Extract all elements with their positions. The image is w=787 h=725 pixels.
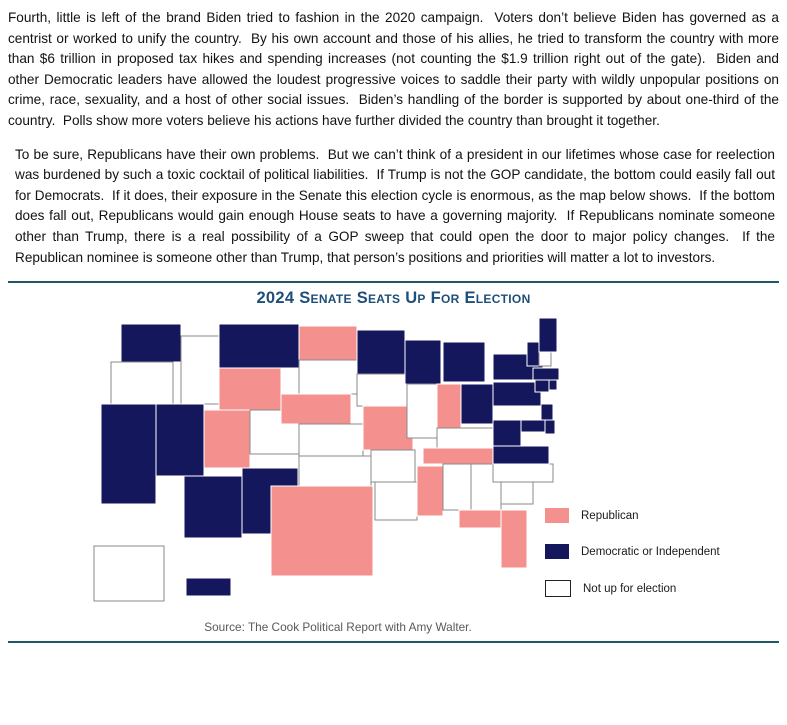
legend-item-not-up: Not up for election <box>545 580 720 598</box>
state-AR <box>370 449 416 483</box>
state-OH <box>460 383 494 425</box>
legend-label: Republican <box>581 509 639 522</box>
state-ND <box>298 325 358 361</box>
state-CA <box>100 403 157 505</box>
state-OR <box>110 361 174 405</box>
bottom-divider <box>8 641 779 644</box>
state-MT <box>218 323 300 369</box>
figure-source: Source: The Cook Political Report with A… <box>204 620 472 635</box>
state-SC <box>500 481 534 505</box>
us-map <box>93 317 560 602</box>
figure-title: 2024 Senate Seats Up For Election <box>256 289 531 308</box>
not-up-swatch <box>545 580 571 598</box>
legend-label: Not up for election <box>583 582 677 595</box>
state-FL <box>500 509 528 569</box>
state-WY <box>218 367 282 411</box>
state-MA <box>532 367 560 381</box>
legend-item-republican: Republican <box>545 508 720 524</box>
state-WA <box>120 323 182 363</box>
map-legend: Republican Democratic or Independent Not… <box>545 508 720 618</box>
republican-swatch <box>545 508 569 524</box>
state-NJ <box>540 403 554 421</box>
legend-item-democratic: Democratic or Independent <box>545 544 720 560</box>
state-AZ <box>183 475 243 539</box>
state-NC <box>492 463 554 483</box>
state-VT <box>526 341 540 367</box>
state-TX <box>270 485 374 577</box>
state-NE <box>280 393 352 425</box>
state-MS <box>416 465 444 517</box>
state-VA <box>492 445 550 465</box>
state-IA <box>356 373 408 407</box>
state-NV <box>155 403 205 477</box>
state-PA <box>492 381 542 407</box>
state-CT <box>534 379 550 393</box>
body-paragraph-2: To be sure, Republicans have their own p… <box>15 146 779 265</box>
body-paragraph-1: Fourth, little is left of the brand Bide… <box>8 10 783 128</box>
state-MO <box>362 405 414 451</box>
state-OK <box>298 455 372 487</box>
state-RI <box>548 379 558 391</box>
state-MD <box>520 419 546 433</box>
state-KS <box>298 423 364 457</box>
senate-map-figure: Republican Democratic or Independent Not… <box>8 310 779 618</box>
legend-label: Democratic or Independent <box>581 545 720 558</box>
state-AK <box>93 545 165 602</box>
state-ID <box>180 335 220 405</box>
state-HI <box>185 577 232 597</box>
state-MN <box>356 329 406 375</box>
state-TN <box>422 447 494 465</box>
state-IL <box>406 383 438 439</box>
state-LA <box>374 481 418 521</box>
democratic-swatch <box>545 544 569 560</box>
map-container <box>86 316 562 621</box>
state-ME <box>538 317 558 353</box>
state-MI <box>442 341 486 383</box>
state-AL <box>442 463 472 511</box>
state-DE <box>544 419 556 435</box>
state-UT <box>203 409 251 469</box>
newsletter-page: Fourth, little is left of the brand Bide… <box>8 10 783 644</box>
state-IN <box>436 383 462 429</box>
state-KY <box>436 427 494 449</box>
top-divider <box>8 281 779 284</box>
state-WI <box>404 339 442 385</box>
state-SD <box>298 359 358 395</box>
state-WV <box>492 419 522 447</box>
